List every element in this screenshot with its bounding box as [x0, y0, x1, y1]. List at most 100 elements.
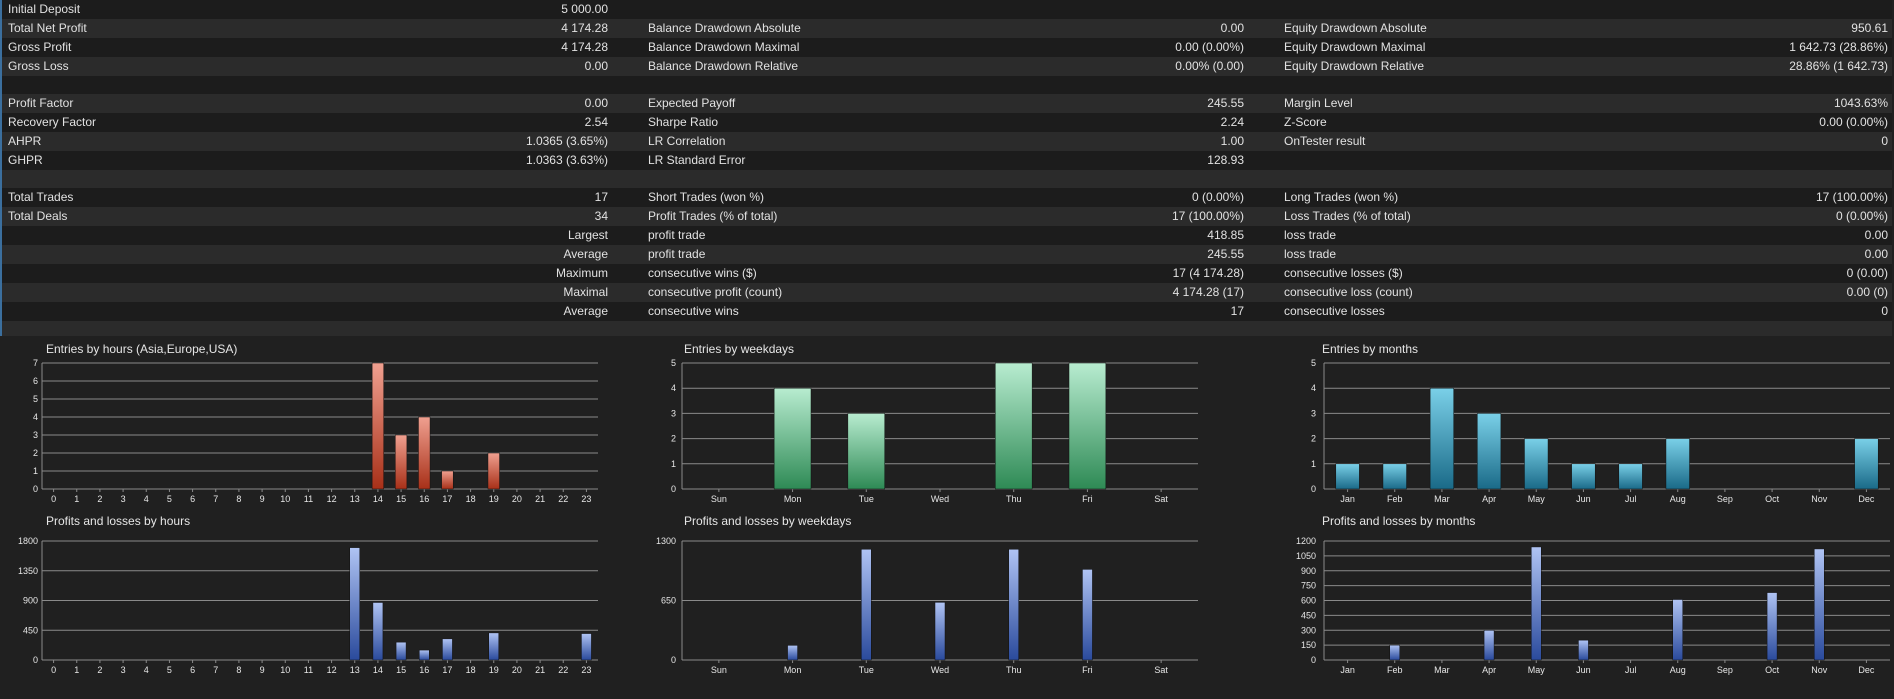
- x-tick-label: 8: [236, 494, 241, 504]
- metric-b: Expected Payoff 245.55: [608, 94, 1244, 113]
- bar: [1571, 463, 1596, 490]
- metric-a: Largest: [2, 226, 608, 245]
- y-tick-label: 0: [671, 484, 676, 494]
- metric-a-label: Average: [563, 247, 608, 261]
- metric-b-value: 0.00: [1220, 21, 1244, 35]
- metric-c-value: 0.00: [1864, 228, 1888, 242]
- charts-canvas: Entries by hours (Asia,Europe,USA)012345…: [18, 342, 1890, 675]
- chart-title: Profits and losses by weekdays: [684, 514, 851, 528]
- x-tick-label: Dec: [1858, 665, 1875, 675]
- x-tick-label: 23: [581, 494, 591, 504]
- metric-b-label: Sharpe Ratio: [648, 115, 719, 129]
- metric-c-value: 0 (0.00): [1846, 266, 1888, 280]
- metric-a: Total Trades 17: [2, 188, 608, 207]
- y-tick-label: 1300: [656, 536, 676, 546]
- y-tick-label: 900: [1301, 566, 1316, 576]
- y-tick-label: 3: [671, 408, 676, 418]
- chart-entries-weekdays: Entries by weekdays 0 1 2 3 4 5 Sun Mon Tue Wed Thu…: [671, 342, 1198, 504]
- x-tick-label: Feb: [1387, 665, 1403, 675]
- metric-c-value: 17 (100.00%): [1815, 190, 1888, 204]
- metric-a-label: Total Trades: [8, 190, 74, 204]
- charts-area: Entries by hours (Asia,Europe,USA) 0 1 2 3 4 5…: [0, 336, 1894, 696]
- metric-c-label: consecutive loss (count): [1284, 285, 1413, 299]
- bar: [1814, 548, 1825, 661]
- metric-c-label: loss trade: [1284, 247, 1337, 261]
- bar: [372, 602, 384, 661]
- metric-c: Equity Drawdown Relative 28.86% (1 642.73…: [1244, 57, 1890, 76]
- metric-c-label: Long Trades (won %): [1284, 190, 1399, 204]
- stats-row: Gross Profit 4 174.28 Balance Drawdown Max…: [2, 38, 1892, 57]
- metric-a-label: AHPR: [8, 134, 42, 148]
- metric-a-value: 2.54: [584, 115, 608, 129]
- bar: [1618, 463, 1643, 490]
- x-tick-label: Sep: [1717, 665, 1733, 675]
- stats-row: GHPR 1.0363 (3.63%) LR Standard Error 128.9…: [2, 151, 1892, 170]
- y-tick-label: 1: [671, 459, 676, 469]
- x-tick-label: 16: [419, 494, 429, 504]
- metric-c: Equity Drawdown Absolute 950.61: [1244, 19, 1890, 38]
- x-tick-label: 23: [581, 665, 591, 675]
- metric-b-label: profit trade: [648, 247, 706, 261]
- x-tick-label: Mar: [1434, 494, 1450, 504]
- metric-b: Short Trades (won %) 0 (0.00%): [608, 188, 1244, 207]
- metric-a-label: Largest: [567, 228, 608, 242]
- x-tick-label: 7: [213, 494, 218, 504]
- x-tick-label: Jan: [1340, 494, 1355, 504]
- metric-a: Total Net Profit 4 174.28: [2, 19, 608, 38]
- metric-b: consecutive wins 17: [608, 302, 1244, 321]
- y-tick-label: 3: [1311, 408, 1316, 418]
- x-tick-label: Sep: [1717, 494, 1733, 504]
- metric-a: Gross Profit 4 174.28: [2, 38, 608, 57]
- stats-table: Initial Deposit 5 000.00 Total Net Profit 4…: [2, 0, 1892, 339]
- metric-c-value: 0.00 (0.00%): [1819, 115, 1888, 129]
- metric-c-value: 0: [1881, 304, 1888, 318]
- stats-row: Total Net Profit 4 174.28 Balance Drawdown…: [2, 19, 1892, 38]
- bar: [861, 548, 872, 661]
- metric-b-value: 4 174.28 (17): [1172, 285, 1244, 299]
- y-tick-label: 450: [23, 625, 38, 635]
- x-tick-label: 12: [327, 665, 337, 675]
- metric-a: Average: [2, 302, 608, 321]
- y-tick-label: 150: [1301, 640, 1316, 650]
- y-tick-label: 750: [1301, 581, 1316, 591]
- x-tick-label: 13: [350, 494, 360, 504]
- metric-c: consecutive losses 0: [1244, 302, 1890, 321]
- metric-c-value: 0.00 (0): [1846, 285, 1888, 299]
- metric-c: Equity Drawdown Maximal 1 642.73 (28.86%): [1244, 38, 1890, 57]
- bar: [1008, 548, 1019, 661]
- metric-c-value: 0.00: [1864, 247, 1888, 261]
- x-tick-label: Jan: [1340, 665, 1355, 675]
- y-tick-label: 0: [1311, 655, 1316, 665]
- metric-c-label: Equity Drawdown Maximal: [1284, 40, 1426, 54]
- x-tick-label: 0: [51, 494, 56, 504]
- stats-row: Gross Loss 0.00 Balance Drawdown Relative 0…: [2, 57, 1892, 76]
- metric-c: [1244, 0, 1890, 19]
- x-tick-label: Sun: [711, 665, 727, 675]
- metric-b: consecutive profit (count) 4 174.28 (17): [608, 283, 1244, 302]
- metric-b-label: consecutive wins: [648, 304, 739, 318]
- chart-title: Profits and losses by hours: [46, 514, 190, 528]
- metric-b: Profit Trades (% of total) 17 (100.00%): [608, 207, 1244, 226]
- x-tick-label: 10: [280, 665, 290, 675]
- metric-b-label: Balance Drawdown Maximal: [648, 40, 800, 54]
- chart-title: Entries by hours (Asia,Europe,USA): [46, 342, 237, 356]
- x-tick-label: 22: [558, 665, 568, 675]
- metric-c: Margin Level 1043.63%: [1244, 94, 1890, 113]
- chart-title: Profits and losses by months: [1322, 514, 1475, 528]
- metric-b-label: consecutive profit (count): [648, 285, 783, 299]
- y-tick-label: 600: [1301, 596, 1316, 606]
- bar: [418, 416, 431, 490]
- x-tick-label: Wed: [931, 665, 949, 675]
- metric-b-label: consecutive wins ($): [648, 266, 757, 280]
- metric-c: consecutive losses ($) 0 (0.00): [1244, 264, 1890, 283]
- x-tick-label: 19: [489, 494, 499, 504]
- stats-row: Average consecutive wins 17 consecutive los…: [2, 302, 1892, 321]
- x-tick-label: Fri: [1082, 665, 1093, 675]
- chart-entries-months: Entries by months 0 1 2 3 4 5 Jan Feb Mar Apr May Ju…: [1311, 342, 1890, 504]
- x-tick-label: 13: [350, 665, 360, 675]
- x-tick-label: 11: [304, 494, 313, 504]
- x-tick-label: Aug: [1670, 494, 1686, 504]
- bar: [349, 547, 360, 661]
- metric-c: OnTester result 0: [1244, 132, 1890, 151]
- metric-a: Gross Loss 0.00: [2, 57, 608, 76]
